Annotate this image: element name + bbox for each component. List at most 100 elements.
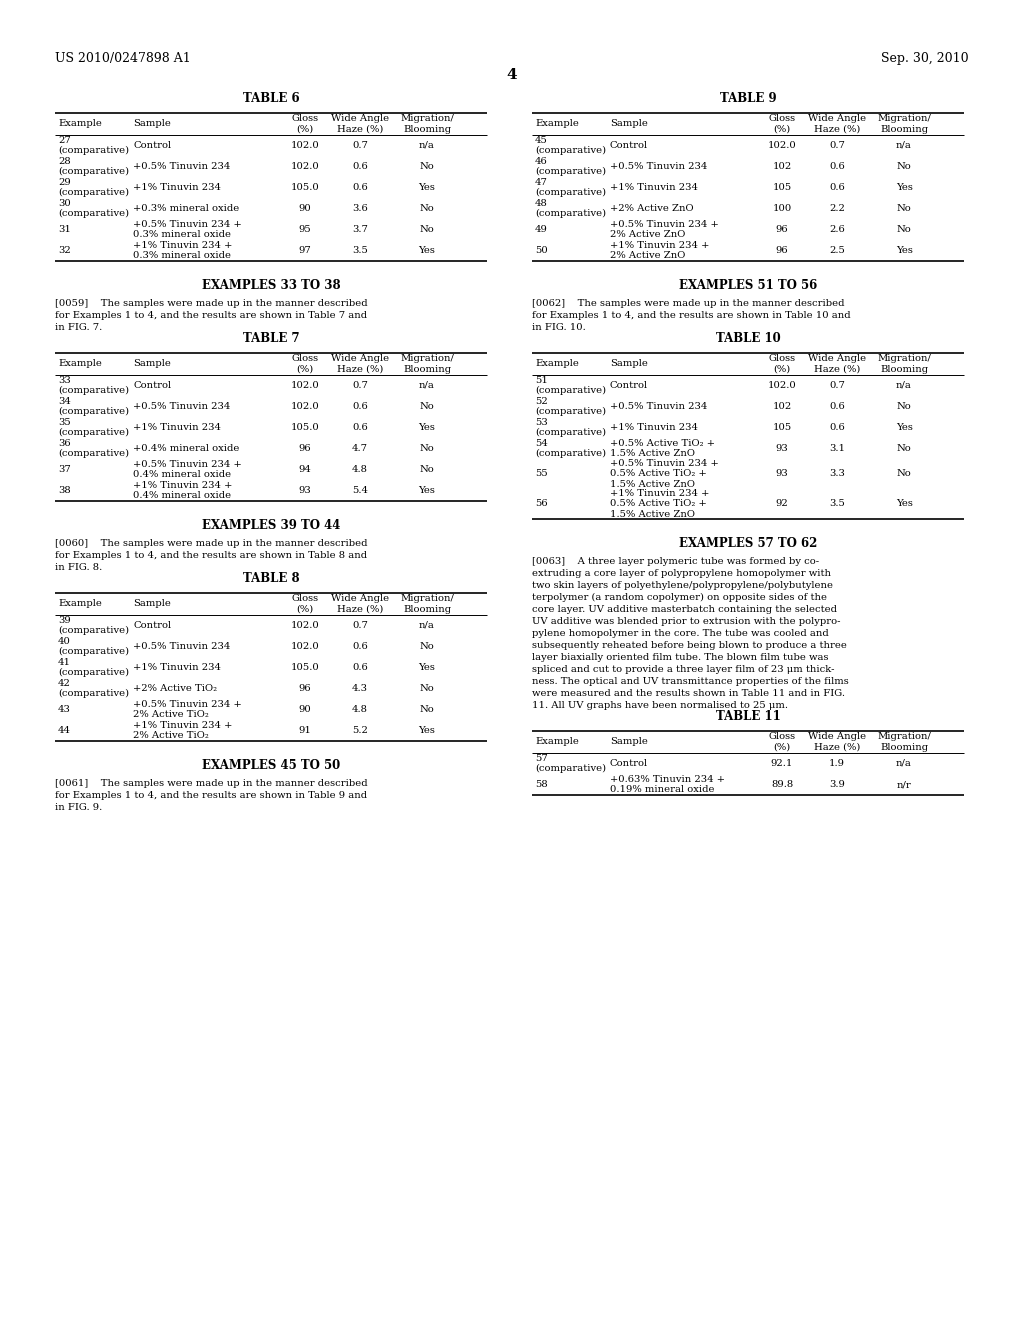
Text: +1% Tinuvin 234: +1% Tinuvin 234 [610,183,698,191]
Text: +1% Tinuvin 234 +
0.4% mineral oxide: +1% Tinuvin 234 + 0.4% mineral oxide [133,480,232,500]
Text: No: No [420,642,434,651]
Text: +2% Active ZnO: +2% Active ZnO [610,205,693,213]
Text: TABLE 10: TABLE 10 [716,333,780,345]
Text: 27
(comparative): 27 (comparative) [58,136,129,156]
Text: Yes: Yes [419,726,435,735]
Text: 56: 56 [535,499,548,508]
Text: 92: 92 [775,499,788,508]
Text: [0059]    The samples were made up in the manner described: [0059] The samples were made up in the m… [55,300,368,308]
Text: 38: 38 [58,486,71,495]
Text: Migration/
Blooming: Migration/ Blooming [878,115,931,133]
Text: 54
(comparative): 54 (comparative) [535,438,606,458]
Text: Gloss
(%): Gloss (%) [768,115,796,133]
Text: 37: 37 [58,465,71,474]
Text: Migration/
Blooming: Migration/ Blooming [878,733,931,751]
Text: 4.8: 4.8 [352,465,368,474]
Text: 96: 96 [776,246,788,255]
Text: Migration/
Blooming: Migration/ Blooming [400,354,454,374]
Text: 93: 93 [775,444,788,453]
Text: +0.5% Tinuvin 234: +0.5% Tinuvin 234 [133,403,230,411]
Text: 4: 4 [507,69,517,82]
Text: Example: Example [58,599,101,609]
Text: 105.0: 105.0 [291,422,319,432]
Text: Example: Example [535,359,579,368]
Text: 5.4: 5.4 [352,486,368,495]
Text: 91: 91 [299,726,311,735]
Text: for Examples 1 to 4, and the results are shown in Table 10 and: for Examples 1 to 4, and the results are… [532,312,851,319]
Text: TABLE 9: TABLE 9 [720,92,776,106]
Text: Wide Angle
Haze (%): Wide Angle Haze (%) [808,115,866,133]
Text: 11. All UV graphs have been normalised to 25 μm.: 11. All UV graphs have been normalised t… [532,701,788,710]
Text: No: No [897,444,911,453]
Text: +0.3% mineral oxide: +0.3% mineral oxide [133,205,240,213]
Text: 94: 94 [299,465,311,474]
Text: +1% Tinuvin 234: +1% Tinuvin 234 [133,663,221,672]
Text: No: No [420,684,434,693]
Text: TABLE 6: TABLE 6 [243,92,299,106]
Text: Yes: Yes [419,663,435,672]
Text: 49: 49 [535,224,548,234]
Text: 105: 105 [772,422,792,432]
Text: +1% Tinuvin 234: +1% Tinuvin 234 [133,422,221,432]
Text: in FIG. 8.: in FIG. 8. [55,564,102,572]
Text: +0.5% Tinuvin 234: +0.5% Tinuvin 234 [133,642,230,651]
Text: 0.6: 0.6 [829,183,845,191]
Text: 96: 96 [299,444,311,453]
Text: Gloss
(%): Gloss (%) [292,594,318,614]
Text: 102: 102 [772,162,792,172]
Text: 3.5: 3.5 [352,246,368,255]
Text: Sample: Sample [133,359,171,368]
Text: Example: Example [535,738,579,747]
Text: for Examples 1 to 4, and the results are shown in Table 7 and: for Examples 1 to 4, and the results are… [55,312,368,319]
Text: 0.7: 0.7 [829,381,845,389]
Text: terpolymer (a random copolymer) on opposite sides of the: terpolymer (a random copolymer) on oppos… [532,593,827,602]
Text: TABLE 11: TABLE 11 [716,710,780,723]
Text: Wide Angle
Haze (%): Wide Angle Haze (%) [808,733,866,751]
Text: 0.6: 0.6 [352,422,368,432]
Text: 0.7: 0.7 [352,381,368,389]
Text: 105.0: 105.0 [291,183,319,191]
Text: 46
(comparative): 46 (comparative) [535,157,606,177]
Text: in FIG. 7.: in FIG. 7. [55,323,102,333]
Text: Migration/
Blooming: Migration/ Blooming [400,115,454,133]
Text: [0060]    The samples were made up in the manner described: [0060] The samples were made up in the m… [55,539,368,548]
Text: 0.7: 0.7 [352,620,368,630]
Text: Yes: Yes [896,422,912,432]
Text: 1.9: 1.9 [829,759,845,768]
Text: 0.6: 0.6 [352,183,368,191]
Text: Yes: Yes [896,183,912,191]
Text: 0.6: 0.6 [829,422,845,432]
Text: 0.6: 0.6 [352,162,368,172]
Text: ness. The optical and UV transmittance properties of the films: ness. The optical and UV transmittance p… [532,677,849,686]
Text: +1% Tinuvin 234: +1% Tinuvin 234 [610,422,698,432]
Text: Sample: Sample [610,738,648,747]
Text: 55: 55 [535,470,548,479]
Text: No: No [420,705,434,714]
Text: 51
(comparative): 51 (comparative) [535,376,606,395]
Text: 40
(comparative): 40 (comparative) [58,636,129,656]
Text: 42
(comparative): 42 (comparative) [58,678,129,698]
Text: EXAMPLES 39 TO 44: EXAMPLES 39 TO 44 [202,519,340,532]
Text: core layer. UV additive masterbatch containing the selected: core layer. UV additive masterbatch cont… [532,605,837,614]
Text: 102.0: 102.0 [291,403,319,411]
Text: 96: 96 [299,684,311,693]
Text: No: No [420,465,434,474]
Text: 0.6: 0.6 [352,663,368,672]
Text: TABLE 7: TABLE 7 [243,333,299,345]
Text: 90: 90 [299,205,311,213]
Text: 58: 58 [535,780,548,789]
Text: +1% Tinuvin 234 +
0.5% Active TiO₂ +
1.5% Active ZnO: +1% Tinuvin 234 + 0.5% Active TiO₂ + 1.5… [610,490,710,519]
Text: Example: Example [535,120,579,128]
Text: Control: Control [610,141,648,150]
Text: Yes: Yes [419,183,435,191]
Text: 92.1: 92.1 [771,759,794,768]
Text: pylene homopolymer in the core. The tube was cooled and: pylene homopolymer in the core. The tube… [532,630,828,638]
Text: +1% Tinuvin 234: +1% Tinuvin 234 [133,183,221,191]
Text: 52
(comparative): 52 (comparative) [535,397,606,416]
Text: 97: 97 [299,246,311,255]
Text: EXAMPLES 57 TO 62: EXAMPLES 57 TO 62 [679,537,817,550]
Text: 0.6: 0.6 [352,403,368,411]
Text: +0.5% Tinuvin 234: +0.5% Tinuvin 234 [610,403,708,411]
Text: Control: Control [610,381,648,389]
Text: 0.6: 0.6 [829,403,845,411]
